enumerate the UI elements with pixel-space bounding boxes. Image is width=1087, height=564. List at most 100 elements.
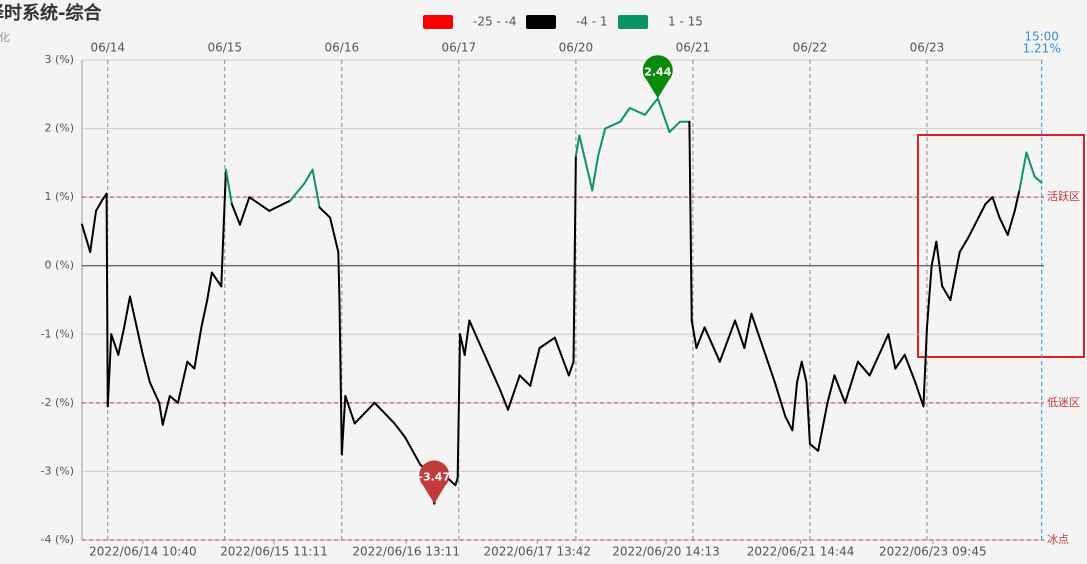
line-segment (991, 196, 1001, 219)
highlight-box (917, 134, 1085, 358)
line-segment (958, 237, 969, 253)
line-segment (1033, 175, 1043, 184)
line-segment (303, 168, 314, 185)
x-tick-label: 06/15 (207, 41, 242, 55)
line-segment (949, 251, 961, 301)
line-segment (826, 374, 836, 404)
x-tick-label: 2022/06/16 13:11 (352, 545, 460, 559)
line-segment (1018, 151, 1028, 192)
line-segment (81, 223, 92, 253)
line-segment (230, 203, 241, 226)
line-segment (903, 353, 917, 384)
line-segment (656, 97, 671, 133)
line-segment (628, 107, 646, 116)
line-segment (966, 223, 976, 240)
line-segment (340, 395, 347, 456)
line-segment (718, 319, 737, 363)
line-segment (353, 401, 376, 425)
line-segment (734, 319, 746, 349)
x-tick-label: 06/23 (910, 41, 945, 55)
line-segment (117, 326, 126, 356)
last-value: 1.21% (1023, 42, 1061, 56)
x-tick-label: 2022/06/15 11:11 (220, 545, 328, 559)
reference-label: 活跃区 (1047, 189, 1080, 203)
line-segment (95, 199, 103, 212)
line-segment (553, 336, 570, 377)
line-segment (123, 295, 131, 329)
line-segment (998, 216, 1009, 236)
reference-label: 低迷区 (1047, 396, 1080, 409)
y-tick-label: 3 (%) (44, 53, 74, 66)
line-segment (844, 360, 859, 404)
x-tick-label: 06/17 (442, 41, 477, 55)
legend-swatch[interactable] (526, 15, 556, 29)
line-segment (868, 333, 890, 377)
legend-swatch[interactable] (423, 15, 453, 29)
x-tick-label: 06/20 (559, 41, 594, 55)
x-tick-label: 06/14 (90, 41, 125, 55)
line-segment (161, 395, 171, 426)
reference-label: 冰点 (1047, 533, 1069, 546)
line-segment (148, 381, 161, 404)
line-segment (984, 196, 994, 205)
y-tick-label: -1 (%) (41, 327, 75, 340)
line-segment (529, 347, 541, 387)
line-segment (268, 199, 292, 212)
line-segment (468, 319, 486, 356)
y-tick-label: -3 (%) (41, 464, 75, 477)
line-segment (668, 120, 682, 133)
line-segment (141, 353, 151, 384)
line-segment (344, 395, 356, 425)
line-segment (941, 285, 952, 301)
legend-label: -25 - -4 (473, 15, 517, 29)
line-segment (463, 319, 471, 356)
line-segment (1013, 189, 1021, 212)
legend-swatch[interactable] (618, 15, 648, 29)
line-segment (329, 216, 340, 253)
line-segment (856, 360, 871, 377)
line-segment (373, 401, 396, 425)
line-segment (604, 120, 622, 130)
line-segment (318, 206, 332, 219)
line-segment (808, 443, 820, 452)
line-segment (89, 209, 98, 253)
y-tick-label: 2 (%) (44, 122, 74, 135)
line-segment (158, 401, 164, 426)
line-segment (930, 240, 938, 267)
line-segment (688, 120, 693, 322)
x-tick-label: 06/22 (793, 41, 828, 55)
line-segment (887, 333, 897, 370)
line-segment (506, 374, 521, 411)
line-segment (248, 196, 271, 212)
x-tick-label: 06/21 (676, 41, 711, 55)
line-segment (743, 312, 753, 349)
x-tick-label: 2022/06/21 14:44 (747, 545, 855, 559)
line-segment (935, 240, 944, 288)
marker-pin (419, 460, 450, 504)
line-segment (186, 360, 196, 370)
line-segment (750, 312, 767, 356)
x-tick-label: 2022/06/14 10:40 (89, 545, 197, 559)
line-segment (210, 271, 223, 288)
legend-label: 1 - 15 (668, 15, 703, 29)
line-segment (498, 388, 509, 411)
line-segment (193, 326, 203, 370)
x-tick-label: 06/16 (325, 41, 360, 55)
line-segment (784, 415, 794, 432)
line-segment (764, 353, 776, 384)
line-segment (791, 381, 799, 432)
line-segment (690, 319, 698, 349)
line-segment (538, 336, 556, 349)
line-segment (176, 360, 189, 404)
line-segment (805, 381, 811, 445)
legend-label: -4 - 1 (576, 15, 608, 29)
line-segment (110, 333, 120, 356)
line-segment (703, 326, 721, 363)
y-tick-label: -4 (%) (41, 533, 75, 546)
line-segment (483, 353, 501, 391)
line-segment (597, 127, 607, 157)
line-segment (206, 271, 213, 301)
line-segment (289, 182, 306, 202)
line-segment (220, 168, 227, 288)
line-segment (454, 477, 459, 487)
